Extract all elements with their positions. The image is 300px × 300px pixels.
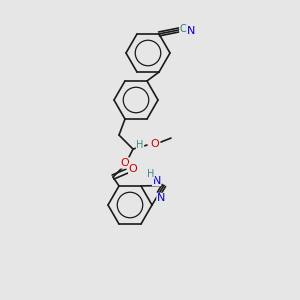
Text: H: H: [147, 169, 154, 179]
Text: N: N: [157, 193, 165, 203]
Text: C: C: [180, 24, 186, 34]
Text: H: H: [136, 140, 144, 150]
Text: O: O: [121, 158, 129, 168]
Text: N: N: [187, 26, 195, 36]
Text: O: O: [151, 139, 159, 149]
Text: O: O: [129, 164, 137, 174]
Text: N: N: [152, 176, 161, 186]
